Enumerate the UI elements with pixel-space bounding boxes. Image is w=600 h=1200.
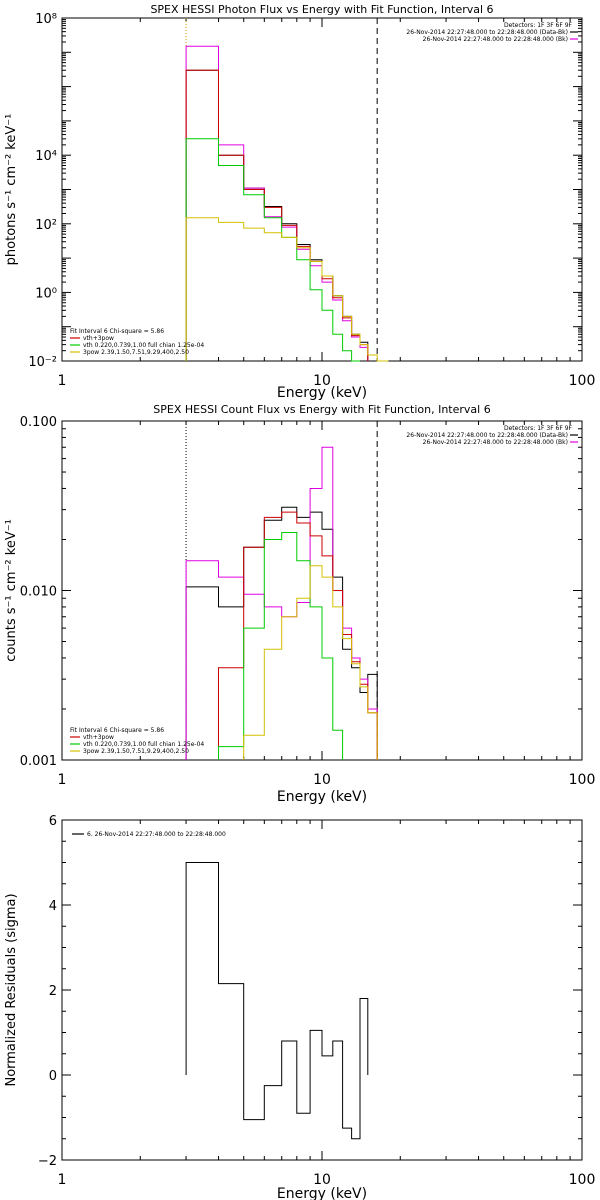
y-tick-label: 0 — [49, 1069, 57, 1084]
fit-legend-header: Fit Interval 6 Chi-square = 5.86 — [70, 328, 164, 335]
x-tick-label: 10 — [313, 373, 331, 389]
series-line — [218, 511, 378, 760]
series-line — [218, 532, 344, 760]
y-tick-label: 0.001 — [20, 754, 57, 769]
series-line — [185, 138, 360, 362]
x-axis-label: Energy (keV) — [277, 1186, 367, 1200]
x-tick-label: 1 — [58, 772, 67, 788]
series-line — [185, 69, 369, 361]
plot-frame — [61, 819, 583, 1161]
y-axis-label: photons s⁻¹ cm⁻² keV⁻¹ — [4, 114, 19, 266]
legend-entry-label: 26-Nov-2014 22:27:48.000 to 22:28:48.000… — [406, 432, 568, 439]
series-line — [185, 69, 369, 361]
y-tick-label: 10⁴ — [35, 149, 57, 164]
residuals-panel: Energy (keV) Normalized Residuals (sigma)… — [4, 814, 595, 1200]
series-line — [185, 45, 369, 361]
series-line — [185, 862, 369, 1140]
y-tick-label: 4 — [49, 899, 57, 914]
chart-title: SPEX HESSI Photon Flux vs Energy with Fi… — [150, 3, 493, 16]
x-tick-label: 100 — [569, 373, 596, 389]
fit-legend-label: vth+3pow — [83, 335, 114, 342]
y-tick-label: 10⁰ — [35, 286, 57, 301]
series-line — [243, 565, 378, 760]
fit-legend-label: vth 0.220,0.739,1.00 full chian 1.25e-04 — [83, 342, 204, 349]
legend-header: Detectors: 1F 3F 6F 9F — [504, 22, 573, 29]
fit-legend-label: 3pow 2.39,1.50,7.51,9.29,400,2.50 — [83, 748, 189, 755]
y-tick-label: 0.010 — [20, 585, 57, 600]
y-tick-label: 0.100 — [20, 415, 57, 430]
y-tick-label: 6 — [49, 814, 57, 829]
y-tick-label: 10² — [35, 218, 57, 233]
series-line — [185, 446, 378, 760]
y-axis-label: Normalized Residuals (sigma) — [4, 893, 19, 1086]
y-tick-label: 10⁻² — [28, 355, 57, 370]
legend-entry-label: 6. 26-Nov-2014 22:27:48.000 to 22:28:48.… — [87, 831, 226, 838]
legend-entry-label: 26-Nov-2014 22:27:48.000 to 22:28:48.000… — [423, 439, 568, 446]
fit-legend-label: vth+3pow — [83, 734, 114, 741]
x-tick-label: 10 — [313, 1172, 331, 1188]
legend-entry-label: 26-Nov-2014 22:27:48.000 to 22:28:48.000… — [423, 36, 568, 43]
fit-legend-header: Fit Interval 6 Chi-square = 5.86 — [70, 727, 164, 734]
count-flux-panel: SPEX HESSI Count Flux vs Energy with Fit… — [4, 403, 595, 805]
y-tick-label: 10⁸ — [35, 12, 57, 27]
x-tick-label: 1 — [58, 373, 67, 389]
x-tick-label: 10 — [313, 772, 331, 788]
photon-flux-panel: SPEX HESSI Photon Flux vs Energy with Fi… — [4, 3, 595, 401]
y-tick-label: −2 — [38, 1154, 57, 1169]
legend-header: Detectors: 1F 3F 6F 9F — [504, 425, 573, 432]
y-tick-label: 2 — [49, 984, 57, 999]
fit-legend-label: 3pow 2.39,1.50,7.51,9.29,400,2.50 — [83, 349, 189, 356]
x-tick-label: 1 — [58, 1172, 67, 1188]
x-axis-label: Energy (keV) — [277, 789, 367, 805]
x-axis-label: Energy (keV) — [277, 385, 367, 401]
x-tick-label: 100 — [569, 772, 596, 788]
fit-legend-label: vth 0.220,0.739,1.00 full chian 1.25e-04 — [83, 741, 204, 748]
chart-title: SPEX HESSI Count Flux vs Energy with Fit… — [153, 403, 490, 416]
y-axis-label: counts s⁻¹ cm⁻² keV⁻¹ — [4, 519, 19, 662]
x-tick-label: 100 — [569, 1172, 596, 1188]
legend-entry-label: 26-Nov-2014 22:27:48.000 to 22:28:48.000… — [406, 29, 568, 36]
series-line — [185, 217, 389, 362]
